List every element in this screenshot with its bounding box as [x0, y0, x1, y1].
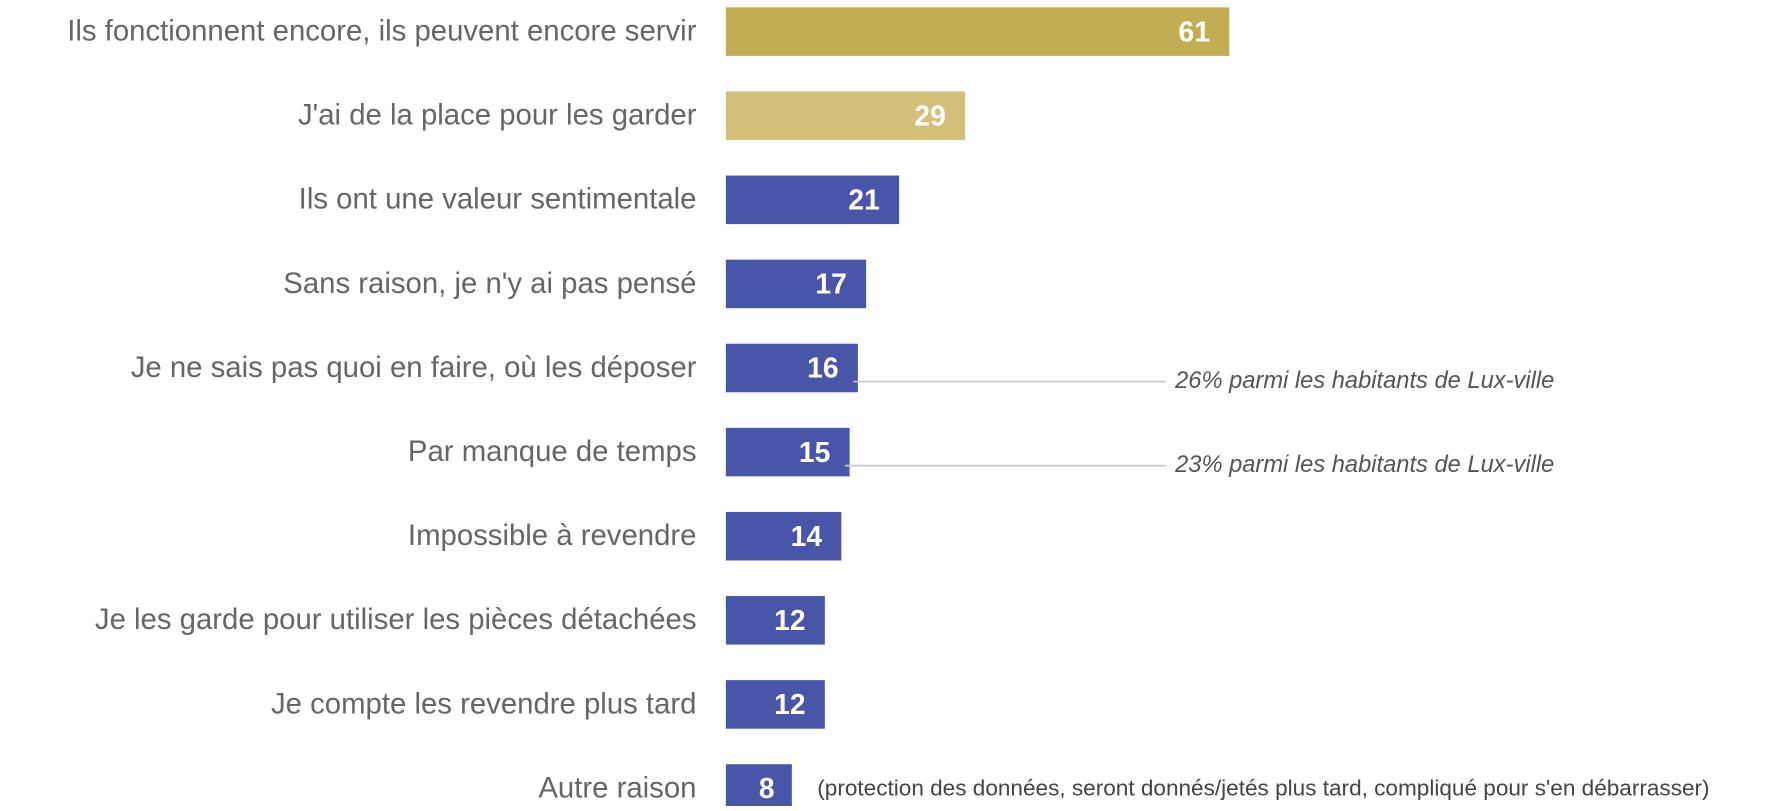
value-label: 12 [774, 688, 805, 720]
bar [725, 596, 825, 645]
bar [725, 91, 966, 140]
value-label: 15 [799, 436, 830, 468]
bar [725, 764, 792, 811]
bar [725, 427, 850, 477]
note: (protection des données, seront donnés/j… [817, 776, 1709, 801]
value-label: 29 [914, 99, 945, 131]
category-label: Je ne sais pas quoi en faire, où les dép… [131, 351, 697, 384]
value-label: 12 [774, 604, 805, 636]
annotation: 26% parmi les habitants de Lux-ville [1174, 368, 1554, 394]
category-label: Par manque de temps [408, 435, 697, 468]
bar [725, 259, 867, 309]
category-label: Je les garde pour utiliser les pièces dé… [95, 603, 697, 636]
value-label: 14 [791, 520, 823, 552]
value-label: 61 [1179, 15, 1210, 47]
bar [725, 680, 825, 729]
value-label: 16 [807, 352, 838, 384]
category-label: J'ai de la place pour les garder [298, 99, 697, 132]
value-label: 21 [848, 184, 879, 216]
bar [725, 511, 842, 561]
bar [725, 175, 900, 225]
value-label: 8 [759, 772, 775, 804]
category-label: Autre raison [538, 771, 696, 804]
category-label: Je compte les revendre plus tard [271, 687, 696, 720]
category-label: Sans raison, je n'y ai pas pensé [283, 267, 696, 300]
category-label: Ils ont une valeur sentimentale [299, 183, 697, 216]
category-label: Impossible à revendre [408, 519, 697, 552]
annotation: 23% parmi les habitants de Lux-ville [1174, 452, 1554, 478]
category-label: Ils fonctionnent encore, ils peuvent enc… [67, 14, 696, 47]
value-label: 17 [815, 268, 846, 300]
bar [725, 7, 1230, 56]
bar [725, 343, 858, 393]
